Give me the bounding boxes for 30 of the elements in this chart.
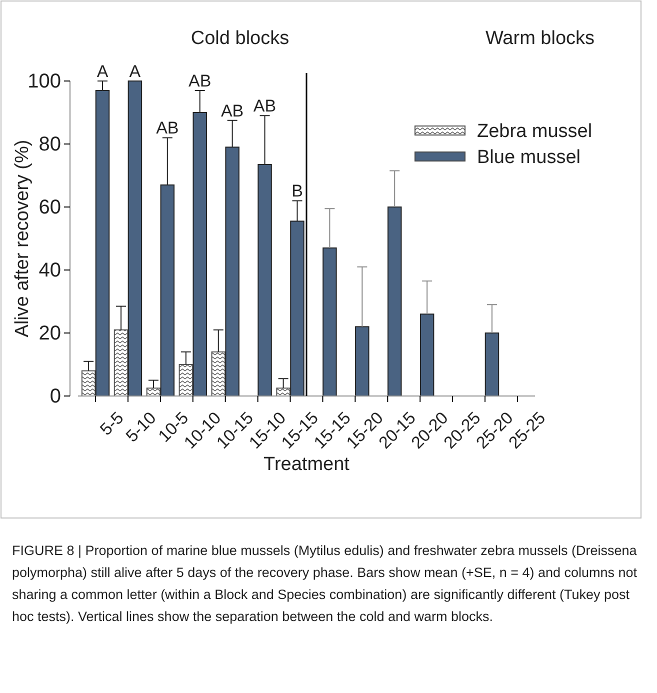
annotation: B <box>292 182 303 201</box>
caption: FIGURE 8 | Proportion of marine blue mussels (Mytilus edulis) and freshwater zebra mussels (Dreissena polymorpha) still alive after 5 days of the recovery phase. Bars show mean (+SE, n = 4) and columns not sharing a common letter (within a Block and Species combination) are significantly different (Tukey post hoc tests). Vertical lines show the separation between the cold and warm blocks. <box>12 542 638 626</box>
text: Warm blocks <box>485 28 595 49</box>
bar <box>355 326 370 396</box>
bar <box>484 332 500 396</box>
y-axis-title: Alive after recovery (%) <box>12 140 33 338</box>
annotation: AB <box>220 101 244 120</box>
bar <box>420 314 434 396</box>
annotation: A <box>129 62 142 81</box>
annotation: AB <box>156 118 179 138</box>
bar <box>322 247 337 396</box>
bar <box>128 80 142 396</box>
bar <box>387 206 402 396</box>
y-tick-label: 20 <box>38 322 61 344</box>
y-tick-label: 40 <box>38 259 61 282</box>
y-tick-label: 100 <box>28 70 61 92</box>
y-tick-label: 60 <box>38 196 61 218</box>
bar <box>211 351 226 396</box>
x-axis-title: Treatment <box>264 454 350 475</box>
annotation: AB <box>188 71 212 90</box>
y-tick-label: 0 <box>50 385 61 408</box>
annotation: A <box>96 62 109 81</box>
bar <box>81 370 96 396</box>
annotation: AB <box>253 96 276 116</box>
bar <box>178 364 194 396</box>
legend-label: Zebra mussel <box>477 121 592 142</box>
text: Cold blocks <box>190 28 290 49</box>
y-tick-label: 80 <box>38 133 61 156</box>
legend-label: Blue mussel <box>477 147 580 168</box>
bar <box>114 329 128 396</box>
